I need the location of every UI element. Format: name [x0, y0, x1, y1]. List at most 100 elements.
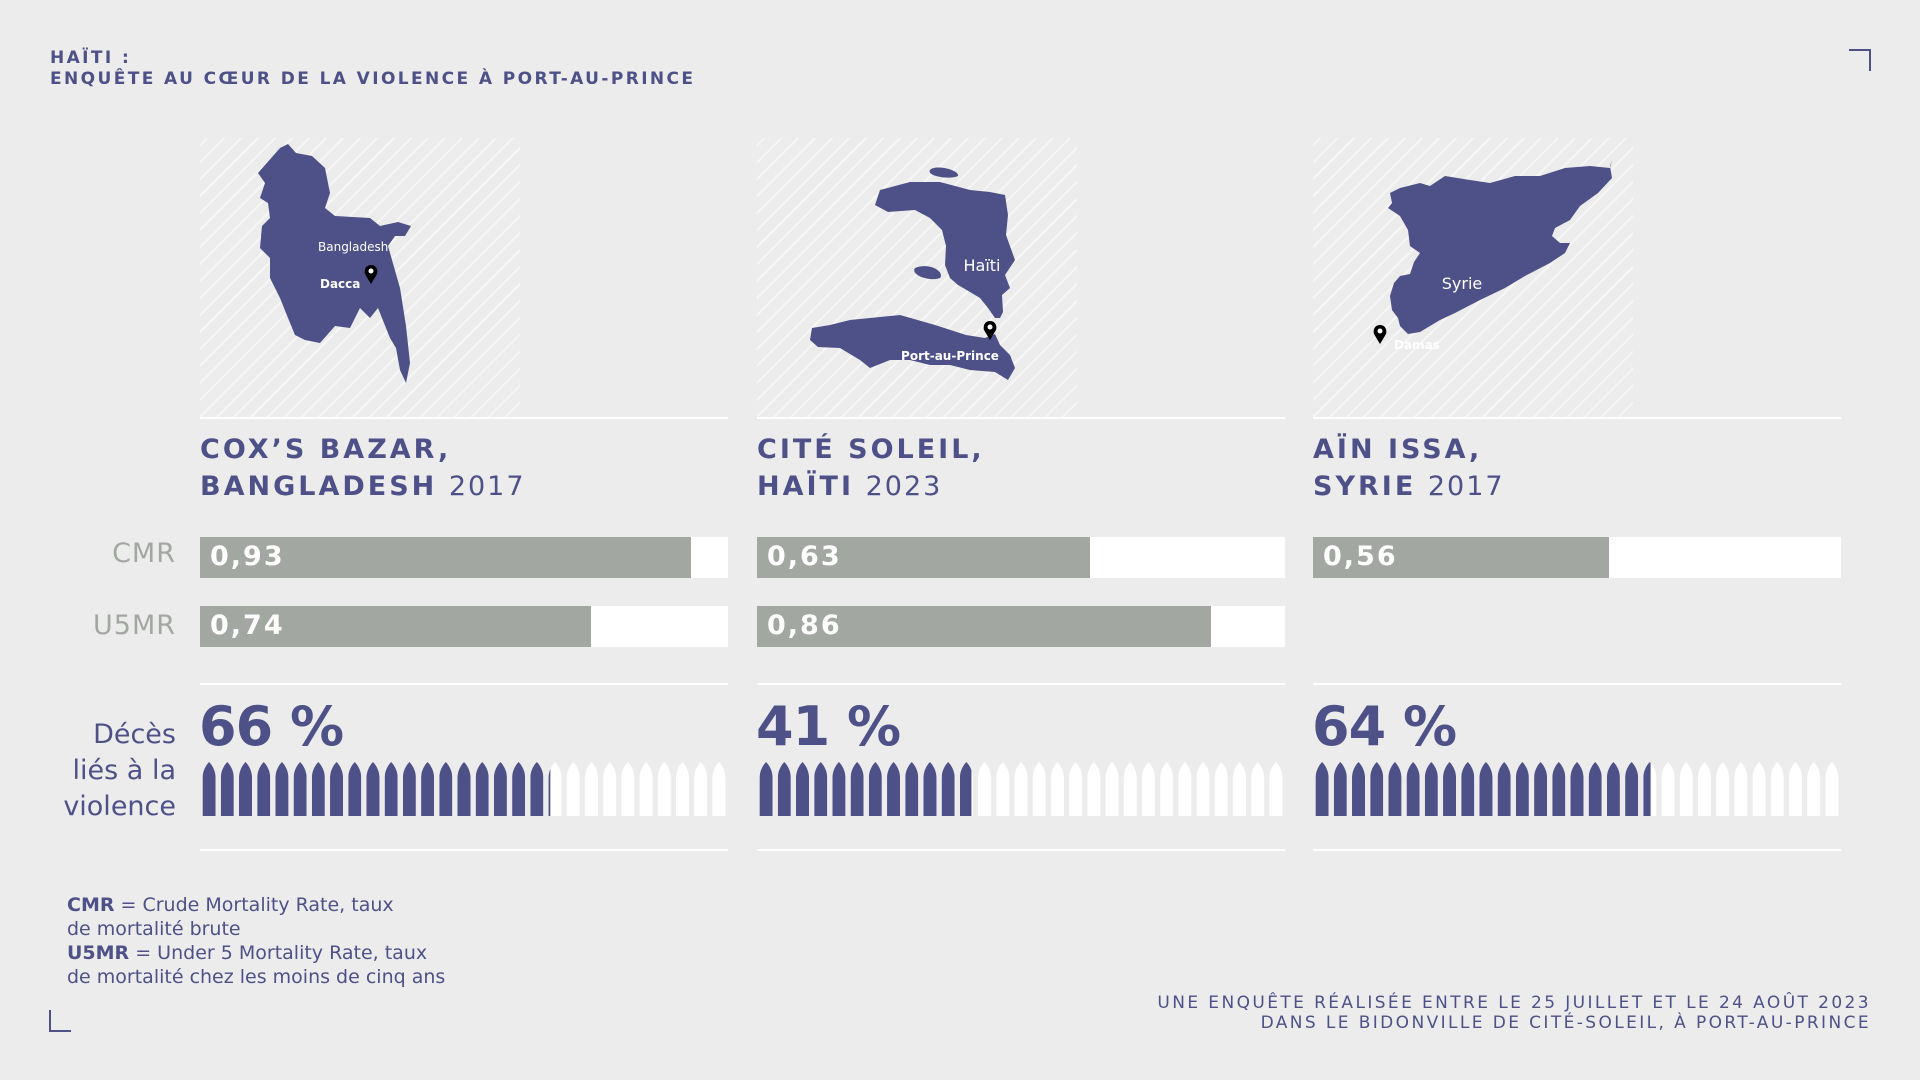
place-line1: AÏN ISSA, [1313, 434, 1483, 465]
bullet-icon [311, 762, 325, 816]
legend-u5mr-def2: de mortalité chez les moins de cinq ans [67, 966, 446, 988]
bar-cmr-2 [1313, 537, 1609, 578]
bullet-icon [1196, 762, 1210, 816]
separator [1313, 849, 1841, 851]
bar-track-cmr-2: 0,56 [1313, 537, 1841, 578]
bullet-icon [639, 762, 653, 816]
location-pin-icon [364, 265, 378, 284]
bullet-icon [584, 762, 598, 816]
bullet-icon [421, 762, 435, 816]
bullet-icon [1333, 762, 1347, 816]
corner-mark-top-right [1849, 49, 1871, 71]
bullet-icon [293, 762, 307, 816]
bullet-icon [1661, 762, 1675, 816]
bullet-icon [905, 762, 919, 816]
separator [1313, 417, 1841, 419]
bullet-icon [814, 762, 828, 816]
bullet-icon [257, 762, 271, 816]
bullet-icon [1697, 762, 1711, 816]
bar-track-cmr-1: 0,63 [757, 537, 1285, 578]
bar-cmr-1 [757, 537, 1090, 578]
bullet-icon [1269, 762, 1283, 816]
corner-mark-bottom-left [49, 1010, 71, 1032]
row-label-cmr: CMR [112, 538, 176, 569]
bullet-icon [1352, 762, 1366, 816]
bullet-icon [1534, 762, 1548, 816]
bullet-icon [1770, 762, 1784, 816]
bullet-icon [996, 762, 1010, 816]
separator [757, 683, 1285, 685]
bullet-icon [1050, 762, 1064, 816]
bullet-row-2 [1315, 762, 1839, 816]
map-country-label: Haïti [964, 256, 1001, 275]
bullet-icon [777, 762, 791, 816]
bullet-icon [603, 762, 617, 816]
place-year: 2023 [865, 471, 943, 502]
bullet-icon [530, 762, 544, 816]
map-country-label: Syrie [1442, 274, 1483, 293]
bullet-icon [548, 762, 562, 816]
place-line1: COX’S BAZAR, [200, 434, 452, 465]
place-country: BANGLADESH [200, 471, 438, 502]
bullet-row-0 [202, 762, 726, 816]
bullet-icon [1625, 762, 1639, 816]
bullet-icon [493, 762, 507, 816]
haiti-shape [810, 167, 1015, 380]
bullet-icon [275, 762, 289, 816]
bullet-icon [402, 762, 416, 816]
bullet-icon [978, 762, 992, 816]
separator [200, 683, 728, 685]
legend: CMR = Crude Mortality Rate, taux de mort… [67, 893, 445, 989]
bullet-icon [1406, 762, 1420, 816]
bullet-icon [694, 762, 708, 816]
place-title: AÏN ISSA, SYRIE 2017 [1313, 431, 1505, 505]
bullet-icon [384, 762, 398, 816]
syrie-shape [1388, 160, 1612, 334]
bullet-icon [1087, 762, 1101, 816]
legend-cmr-def: = Crude Mortality Rate, taux [114, 894, 394, 916]
header-line2: ENQUÊTE AU CŒUR DE LA VIOLENCE À PORT-AU… [50, 69, 696, 89]
deces-line: violence [63, 791, 176, 822]
bullet-icon [1141, 762, 1155, 816]
bullet-icon [348, 762, 362, 816]
bullet-icon [1825, 762, 1839, 816]
bullet-icon [868, 762, 882, 816]
bar-label-cmr-2: 0,56 [1323, 541, 1398, 572]
page-header: HAÏTI : ENQUÊTE AU CŒUR DE LA VIOLENCE À… [50, 48, 695, 90]
legend-u5mr-def: = Under 5 Mortality Rate, taux [129, 942, 428, 964]
bullet-icon [475, 762, 489, 816]
bullet-icon [202, 762, 216, 816]
map-bangladesh: Bangladesh Dacca [258, 144, 411, 383]
bullet-icon [330, 762, 344, 816]
bullet-icon [959, 762, 973, 816]
bullet-icon [1752, 762, 1766, 816]
map-syrie: Syrie Damas [1373, 160, 1612, 352]
bullet-icon [1443, 762, 1457, 816]
bar-track-u5mr-0: 0,74 [200, 606, 728, 647]
bangladesh-shape [258, 144, 411, 383]
bar-label-u5mr-0: 0,74 [210, 610, 285, 641]
header-line1: HAÏTI : [50, 48, 132, 68]
bullet-icon [1552, 762, 1566, 816]
row-label-u5mr: U5MR [93, 610, 176, 641]
bullet-icon [439, 762, 453, 816]
legend-cmr-def2: de mortalité brute [67, 918, 241, 940]
bullet-icon [621, 762, 635, 816]
bullet-icon [887, 762, 901, 816]
map-country-label: Bangladesh [318, 240, 388, 254]
legend-cmr-abbr: CMR [67, 894, 115, 916]
bar-track-u5mr-1: 0,86 [757, 606, 1285, 647]
bullet-icon [1370, 762, 1384, 816]
bullet-icon [1232, 762, 1246, 816]
bullet-icon [1479, 762, 1493, 816]
bullet-icon [1424, 762, 1438, 816]
bullet-icon [1105, 762, 1119, 816]
bullet-icon [1643, 762, 1657, 816]
bullet-icon [457, 762, 471, 816]
place-line1: CITÉ SOLEIL, [757, 434, 985, 465]
bullet-icon [1716, 762, 1730, 816]
bullet-icon [1588, 762, 1602, 816]
bar-label-cmr-1: 0,63 [767, 541, 842, 572]
bullet-icon [366, 762, 380, 816]
violent-deaths-pct-2: 64 % [1312, 695, 1457, 758]
